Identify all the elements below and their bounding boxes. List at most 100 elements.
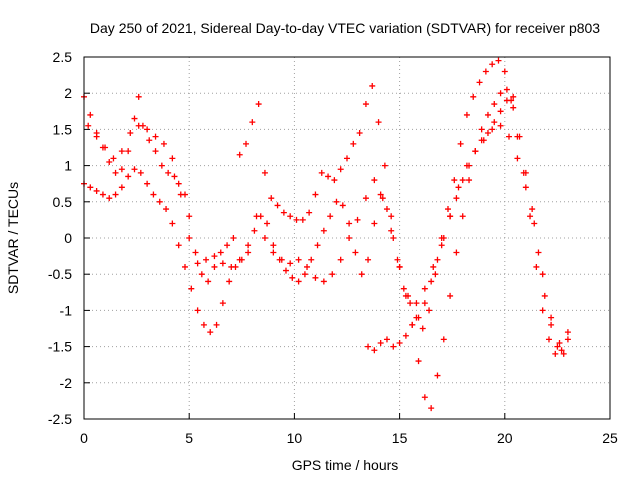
- data-point: [352, 249, 359, 256]
- data-point: [228, 263, 235, 270]
- x-tick-label: 0: [80, 430, 88, 446]
- data-point: [531, 220, 538, 227]
- data-point: [558, 347, 565, 354]
- data-point: [274, 202, 281, 209]
- data-point: [470, 93, 477, 100]
- data-point: [489, 126, 496, 133]
- data-point: [495, 57, 502, 64]
- y-tick-label: -0.5: [48, 266, 72, 282]
- data-point: [205, 278, 212, 285]
- data-point: [457, 140, 464, 147]
- data-point: [278, 256, 285, 263]
- data-point: [106, 158, 113, 165]
- data-point: [127, 130, 134, 137]
- data-point: [522, 184, 529, 191]
- y-tick-label: -2.5: [48, 411, 72, 427]
- data-point: [503, 97, 510, 104]
- data-point: [331, 177, 338, 184]
- data-point: [533, 263, 540, 270]
- data-point: [329, 271, 336, 278]
- data-point: [426, 307, 433, 314]
- data-point: [484, 130, 491, 137]
- data-point: [112, 191, 119, 198]
- data-point: [440, 336, 447, 343]
- data-point: [150, 191, 157, 198]
- data-point: [365, 343, 372, 350]
- data-point: [198, 271, 205, 278]
- data-point: [295, 256, 302, 263]
- data-point: [211, 263, 218, 270]
- series-track-4: [365, 93, 517, 354]
- data-point: [146, 137, 153, 144]
- data-point: [491, 101, 498, 108]
- data-point: [552, 350, 559, 357]
- data-point: [287, 213, 294, 220]
- data-point: [388, 227, 395, 234]
- data-point: [548, 321, 555, 328]
- data-point: [152, 133, 159, 140]
- data-point: [438, 242, 445, 249]
- data-point: [497, 122, 504, 129]
- data-point: [560, 350, 567, 357]
- data-point: [217, 249, 224, 256]
- data-point: [476, 79, 483, 86]
- data-point: [188, 285, 195, 292]
- data-point: [484, 111, 491, 118]
- data-point: [175, 242, 182, 249]
- data-point: [421, 394, 428, 401]
- data-point: [337, 166, 344, 173]
- data-point: [236, 256, 243, 263]
- data-point: [482, 68, 489, 75]
- data-point: [181, 263, 188, 270]
- data-point: [402, 332, 409, 339]
- data-point: [554, 343, 561, 350]
- data-point: [175, 180, 182, 187]
- data-point: [503, 86, 510, 93]
- data-point: [163, 206, 170, 213]
- data-point: [432, 271, 439, 278]
- data-point: [327, 213, 334, 220]
- data-point: [169, 155, 176, 162]
- x-axis-label: GPS time / hours: [292, 457, 399, 473]
- data-point: [251, 227, 258, 234]
- data-point: [295, 278, 302, 285]
- data-point: [466, 177, 473, 184]
- x-tick-label: 20: [497, 430, 513, 446]
- data-point: [194, 260, 201, 267]
- data-point: [358, 271, 365, 278]
- data-point: [87, 111, 94, 118]
- data-point: [106, 195, 113, 202]
- data-point: [253, 213, 260, 220]
- data-point: [118, 166, 125, 173]
- y-tick-label: -1: [60, 302, 73, 318]
- data-point: [491, 119, 498, 126]
- data-point: [169, 220, 176, 227]
- data-point: [306, 209, 313, 216]
- data-point: [381, 162, 388, 169]
- data-point: [213, 321, 220, 328]
- data-point: [203, 256, 210, 263]
- data-point: [506, 133, 513, 140]
- data-point: [510, 104, 517, 111]
- data-point: [346, 220, 353, 227]
- data-point: [419, 325, 426, 332]
- data-point: [144, 126, 151, 133]
- data-point: [186, 235, 193, 241]
- data-point: [539, 271, 546, 278]
- data-point: [453, 249, 460, 256]
- data-point: [318, 169, 325, 176]
- data-point: [428, 405, 435, 412]
- data-point: [421, 300, 428, 307]
- data-point: [421, 285, 428, 292]
- data-point: [459, 177, 466, 184]
- y-tick-label: 1.5: [53, 121, 73, 137]
- data-point: [413, 300, 420, 307]
- data-point: [99, 191, 106, 198]
- data-point: [478, 126, 485, 133]
- data-point: [312, 274, 319, 281]
- data-point: [261, 235, 268, 241]
- series-track-2: [81, 86, 567, 412]
- data-point: [350, 140, 357, 147]
- data-point: [194, 307, 201, 314]
- chart-title: Day 250 of 2021, Sidereal Day-to-day VTE…: [90, 20, 600, 36]
